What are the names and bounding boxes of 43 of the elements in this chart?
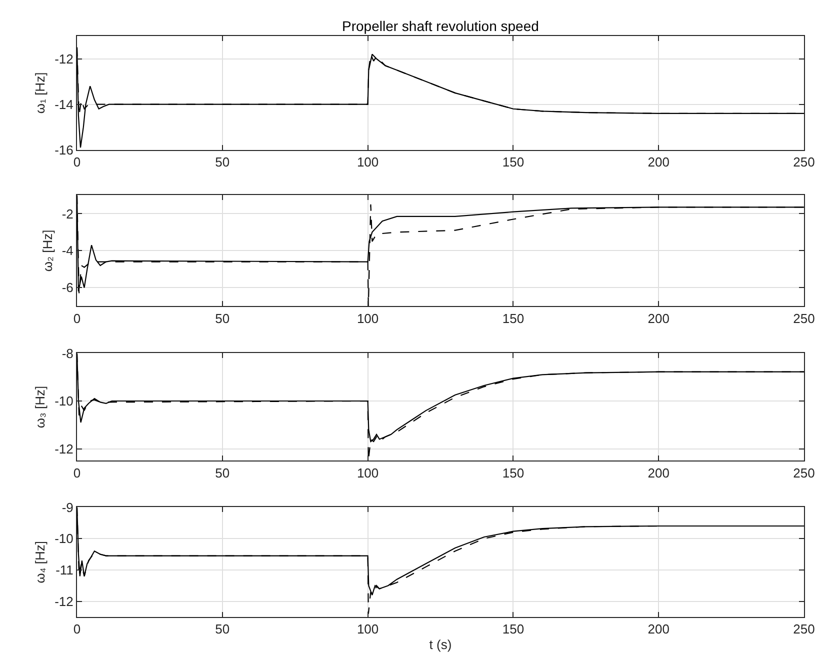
x-tick-label: 0 [73, 465, 81, 480]
y-tick-label: -10 [54, 394, 74, 409]
x-axis-title: t (s) [429, 637, 452, 652]
x-tick-label: 200 [648, 154, 670, 170]
x-tick-label: 50 [215, 622, 230, 637]
x-tick-label: 200 [648, 465, 670, 480]
y-axis-title: ω₁ [Hz] [32, 72, 48, 114]
y-tick-label: -9 [62, 500, 74, 515]
x-tick-label: 150 [502, 154, 524, 170]
y-tick-label: -11 [56, 562, 74, 578]
x-tick-label: 250 [793, 310, 815, 326]
y-tick-label: -12 [54, 441, 74, 456]
x-tick-label: 50 [215, 465, 230, 480]
y-axis-title: ω₃ [Hz] [32, 386, 48, 428]
x-tick-label: 150 [502, 310, 524, 326]
x-tick-label: 200 [648, 310, 670, 326]
y-tick-label: -14 [54, 96, 74, 112]
y-tick-label: -4 [62, 243, 74, 258]
x-tick-label: 50 [215, 310, 230, 326]
y-tick-label: -6 [62, 280, 74, 296]
y-axis-title: ω₂ [Hz] [40, 230, 55, 272]
y-tick-label: -16 [54, 142, 74, 158]
x-tick-label: 200 [648, 622, 670, 637]
x-tick-label: 250 [793, 622, 815, 637]
x-tick-label: 250 [793, 465, 815, 480]
x-tick-label: 100 [356, 310, 379, 326]
y-tick-label: -12 [54, 594, 74, 609]
x-tick-label: 50 [215, 154, 230, 170]
x-tick-label: 0 [73, 310, 81, 326]
x-tick-label: 100 [356, 465, 379, 480]
x-tick-label: 0 [73, 622, 81, 637]
x-tick-label: 150 [502, 465, 524, 480]
x-tick-label: 100 [356, 622, 379, 637]
y-axis-title: ω₄ [Hz] [32, 541, 48, 584]
chart-title: Propeller shaft revolution speed [342, 18, 539, 34]
y-tick-label: -12 [54, 51, 74, 66]
x-tick-label: 250 [793, 154, 815, 170]
y-tick-label: -10 [54, 531, 74, 546]
x-tick-label: 100 [356, 154, 379, 170]
y-tick-label: -2 [62, 206, 74, 222]
x-tick-label: 0 [73, 154, 81, 170]
x-tick-label: 150 [502, 622, 524, 637]
y-tick-label: -8 [62, 346, 74, 361]
